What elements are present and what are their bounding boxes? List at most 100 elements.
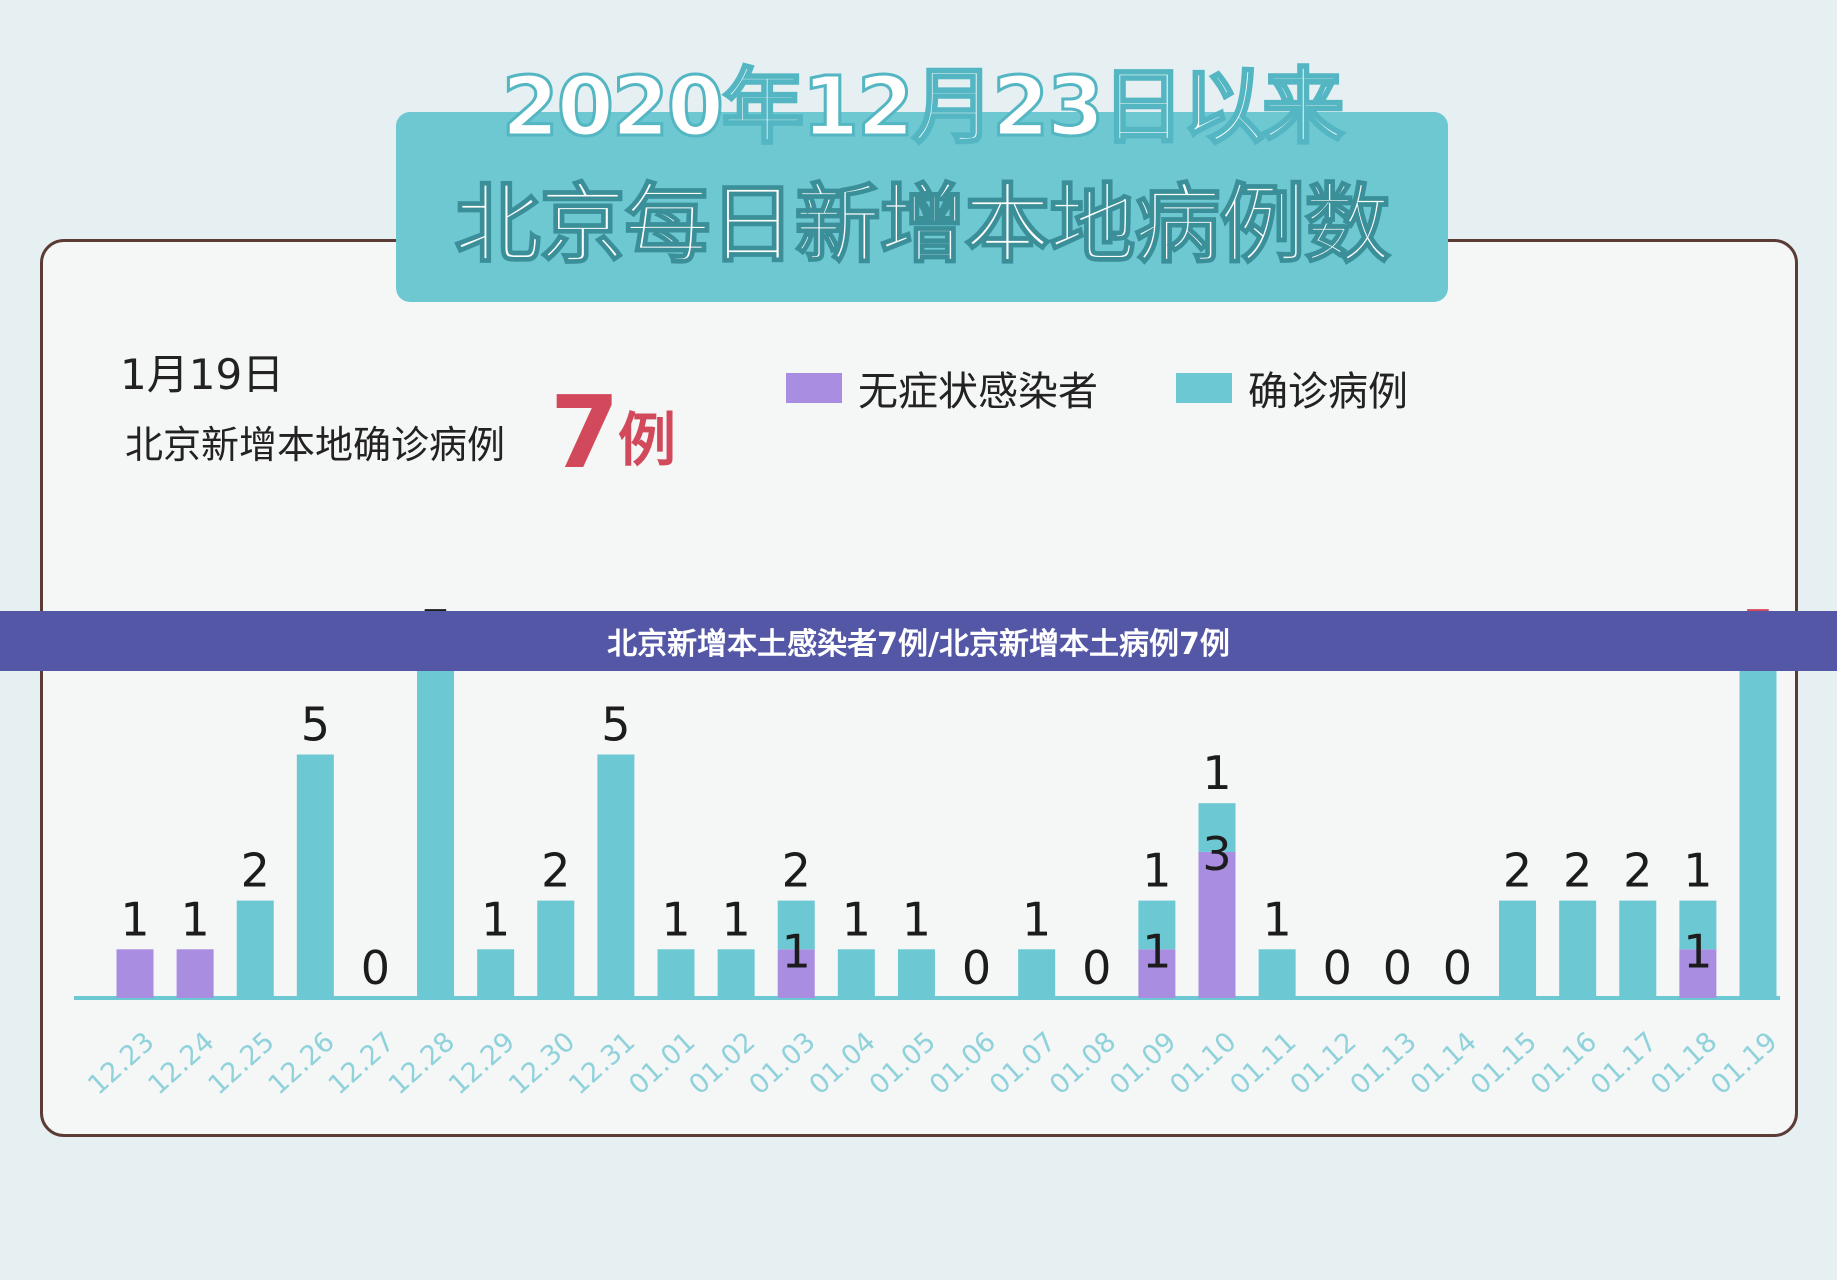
x-tick-label: 01.18	[1645, 1026, 1723, 1101]
data-label: 1	[721, 892, 750, 946]
caption-banner: 北京新增本土感染者7例/北京新增本土病例7例	[0, 611, 1837, 671]
bar-asymptomatic	[116, 949, 154, 998]
x-tick-label: 01.13	[1345, 1026, 1423, 1101]
legend-item-asymptomatic: 无症状感染者	[786, 362, 1098, 415]
bar-confirmed	[597, 754, 635, 998]
x-tick-label: 12.30	[503, 1026, 581, 1101]
info-label: 北京新增本地确诊病例	[125, 423, 506, 467]
data-label: 2	[541, 844, 570, 898]
x-tick-label: 12.24	[142, 1026, 220, 1101]
x-tick-label: 01.01	[623, 1026, 701, 1101]
x-tick-label: 01.16	[1525, 1026, 1603, 1101]
data-label: 1	[120, 892, 149, 946]
bar-confirmed	[837, 949, 875, 998]
x-tick-label: 01.17	[1585, 1026, 1663, 1101]
bar-confirmed	[417, 657, 455, 998]
x-tick-label: 12.23	[82, 1026, 160, 1101]
data-label: 1	[1202, 746, 1231, 800]
x-tick-label: 01.08	[1044, 1026, 1122, 1101]
x-tick-label: 12.27	[323, 1026, 401, 1101]
data-label: 0	[1323, 941, 1352, 995]
bar-confirmed	[897, 949, 935, 998]
x-tick-label: 12.29	[443, 1026, 521, 1101]
info-unit: 例	[618, 406, 677, 474]
bar-confirmed	[777, 900, 815, 950]
data-label: 1	[180, 892, 209, 946]
bar-confirmed	[1138, 900, 1176, 950]
data-label: 1	[1262, 892, 1291, 946]
x-tick-label: 01.11	[1224, 1026, 1302, 1101]
x-tick-label: 01.12	[1284, 1026, 1362, 1101]
bar-asymptomatic	[1138, 949, 1176, 998]
data-label: 5	[601, 698, 630, 752]
x-tick-label: 01.06	[924, 1026, 1002, 1101]
data-label: 1	[902, 892, 931, 946]
data-label-inner: 1	[1683, 924, 1712, 978]
bar-confirmed	[1619, 900, 1657, 998]
data-label: 0	[1443, 941, 1472, 995]
x-tick-label: 01.02	[683, 1026, 761, 1101]
bar-asymptomatic	[1679, 949, 1717, 998]
bar-confirmed	[477, 949, 515, 998]
chart-title-date: 2020年12月23日以来	[500, 59, 1345, 157]
bar-confirmed	[1018, 949, 1056, 998]
info-date: 1月19日	[120, 350, 285, 399]
x-tick-label: 01.05	[864, 1026, 942, 1101]
bar-confirmed	[1679, 900, 1717, 950]
bar-confirmed	[1499, 900, 1537, 998]
data-label: 2	[1503, 844, 1532, 898]
x-tick-label: 01.03	[743, 1026, 821, 1101]
bar-confirmed	[296, 754, 334, 998]
data-label: 1	[842, 892, 871, 946]
data-label: 0	[1082, 941, 1111, 995]
chart-title: 北京每日新增本地病例数	[454, 174, 1392, 276]
x-tick-label: 01.14	[1405, 1026, 1483, 1101]
data-label: 2	[241, 844, 270, 898]
bar-confirmed	[537, 900, 575, 998]
bar-confirmed	[1739, 657, 1777, 998]
x-tick-label: 01.19	[1705, 1026, 1783, 1101]
bar-confirmed	[657, 949, 695, 998]
info-count: 7	[550, 374, 620, 491]
data-label-inner: 3	[1202, 827, 1231, 881]
legend-item-confirmed: 确诊病例	[1176, 362, 1408, 415]
data-label: 0	[1383, 941, 1412, 995]
x-tick-label: 12.28	[383, 1026, 461, 1101]
legend-label-confirmed: 确诊病例	[1248, 369, 1408, 415]
data-label: 1	[1683, 844, 1712, 898]
bar-asymptomatic	[1198, 851, 1236, 998]
bar-confirmed	[717, 949, 755, 998]
bar-confirmed	[236, 900, 274, 998]
x-tick-label: 01.15	[1465, 1026, 1543, 1101]
data-label: 0	[962, 941, 991, 995]
x-tick-label: 12.26	[263, 1026, 341, 1101]
data-label: 0	[361, 941, 390, 995]
data-label: 5	[301, 698, 330, 752]
data-label-inner: 1	[1142, 924, 1171, 978]
data-label: 1	[1022, 892, 1051, 946]
data-label: 2	[1563, 844, 1592, 898]
data-label: 1	[1142, 844, 1171, 898]
data-label: 2	[1623, 844, 1652, 898]
title-box	[396, 112, 1448, 302]
legend-swatch-confirmed	[1176, 373, 1232, 403]
x-tick-label: 01.07	[984, 1026, 1062, 1101]
legend-swatch-asymptomatic	[786, 373, 842, 403]
bar-confirmed	[1198, 803, 1236, 852]
bar-confirmed	[1559, 900, 1597, 998]
data-label: 1	[481, 892, 510, 946]
x-tick-label: 12.31	[563, 1026, 641, 1101]
data-label: 1	[661, 892, 690, 946]
banner-text: 北京新增本土感染者7例/北京新增本土病例7例	[607, 627, 1230, 662]
x-tick-label: 01.04	[804, 1026, 882, 1101]
legend-label-asymptomatic: 无症状感染者	[858, 369, 1098, 415]
x-tick-label: 01.10	[1164, 1026, 1242, 1101]
x-tick-label: 01.09	[1104, 1026, 1182, 1101]
x-tick-label: 12.25	[202, 1026, 280, 1101]
data-label: 2	[782, 844, 811, 898]
bar-confirmed	[1258, 949, 1296, 998]
data-label-inner: 1	[782, 924, 811, 978]
bar-asymptomatic	[777, 949, 815, 998]
bar-asymptomatic	[176, 949, 214, 998]
